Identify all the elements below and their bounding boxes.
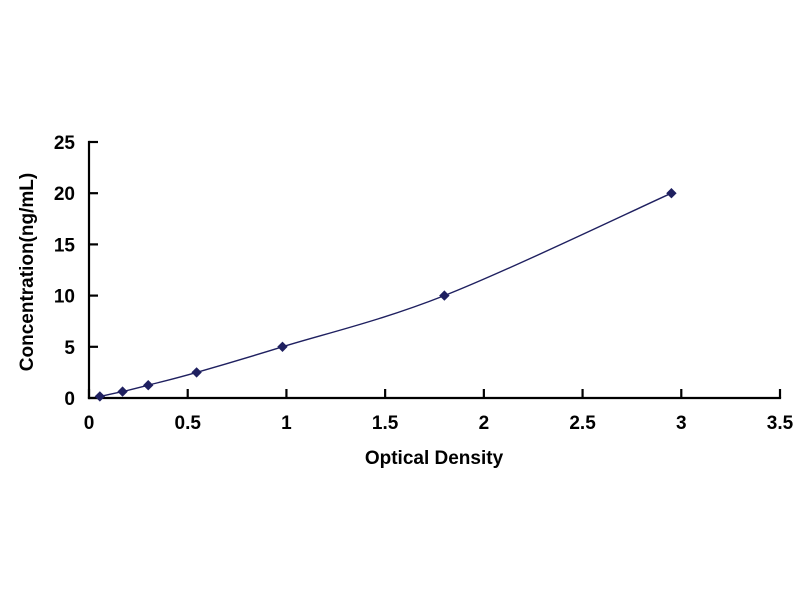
y-axis-tick-labels: 0 5 10 15 20 25: [54, 133, 76, 410]
series-line: [99, 192, 672, 398]
x-axis-tick-labels: 0 0.5 1 1.5 2 2.5 3 3.5: [84, 413, 794, 434]
x-axis-title: Optical Density: [365, 448, 504, 469]
x-axis-tick-label: 0: [84, 413, 95, 434]
data-point-marker: [117, 386, 128, 397]
data-point-marker: [277, 341, 288, 352]
y-axis-tick-label: 25: [54, 133, 76, 154]
data-point-marker: [143, 380, 154, 391]
data-point-marker: [439, 290, 450, 301]
x-axis-tick-label: 3.5: [767, 413, 794, 434]
y-axis-tick-label: 15: [54, 235, 76, 256]
data-series-group: [94, 188, 677, 402]
data-point-marker: [94, 391, 106, 402]
x-axis-tick-label: 2.5: [569, 413, 596, 434]
x-axis-tick-label: 1: [281, 413, 292, 434]
data-point-marker: [191, 367, 202, 378]
x-axis: [87, 389, 782, 400]
y-axis-tick-label: 10: [54, 287, 75, 308]
y-axis-tick-label: 0: [64, 389, 75, 410]
y-axis-tick-label: 20: [54, 184, 75, 205]
y-axis-tick-label: 5: [64, 338, 75, 359]
data-point-marker: [666, 188, 677, 199]
x-axis-tick-label: 1.5: [372, 413, 399, 434]
x-axis-tick-label: 0.5: [175, 413, 202, 434]
y-axis-title: Concentration(ng/mL): [17, 173, 38, 371]
x-axis-tick-label: 2: [479, 413, 490, 434]
x-axis-tick-label: 3: [676, 413, 687, 434]
